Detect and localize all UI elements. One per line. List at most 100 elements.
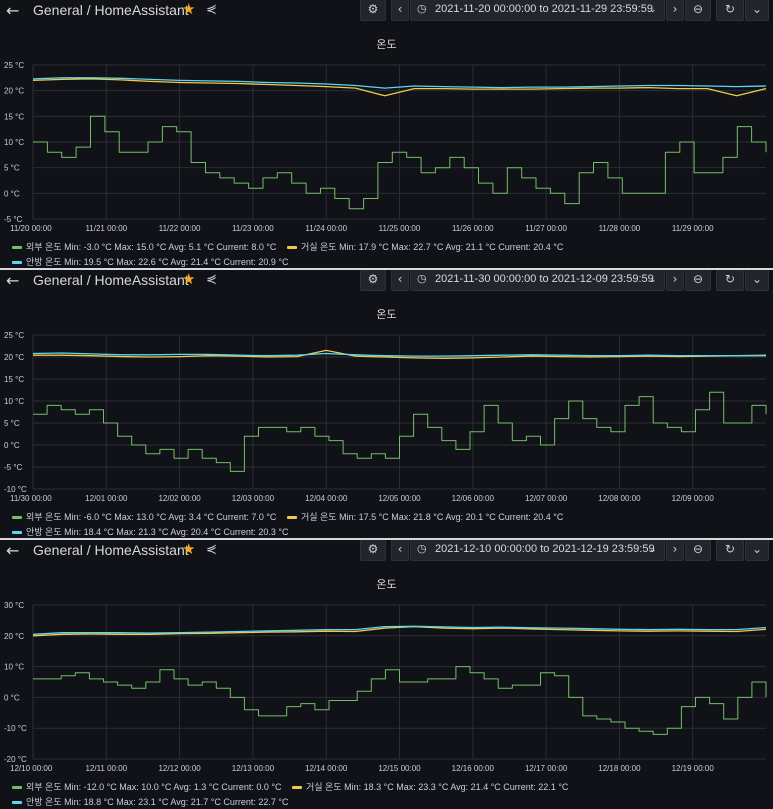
- series-line-outdoor[interactable]: [33, 115, 767, 210]
- time-back-button[interactable]: ‹: [391, 540, 409, 561]
- x-tick-label: 11/25 00:00: [379, 224, 421, 233]
- x-tick-label: 11/30 00:00: [10, 494, 52, 503]
- zoom-out-button[interactable]: ⊖: [685, 540, 711, 561]
- time-forward-button[interactable]: ›: [666, 270, 684, 291]
- settings-button[interactable]: ⚙: [360, 0, 386, 21]
- legend-item-living[interactable]: 거실 온도 Min: 17.9 °C Max: 22.7 °C Avg: 21.…: [286, 240, 564, 253]
- top-navbar: ← General / HomeAssistant ★ ⋞ ⚙ ‹ ◷ 2021…: [0, 270, 773, 292]
- panel-title[interactable]: 온도: [376, 308, 397, 321]
- y-tick-label: 15 °C: [4, 112, 24, 121]
- breadcrumb[interactable]: General / HomeAssistant: [33, 2, 189, 18]
- panel-divider: [0, 268, 773, 270]
- legend-item-bedroom[interactable]: 안방 온도 Min: 18.8 °C Max: 23.1 °C Avg: 21.…: [12, 795, 288, 808]
- temperature-line-chart[interactable]: 25 °C 20 °C 15 °C 10 °C 5 °C 0 °C -5 °C11/20 0…: [0, 55, 773, 240]
- y-tick-label: 25 °C: [4, 331, 24, 340]
- legend-swatch: [286, 246, 297, 250]
- share-icon[interactable]: ⋞: [206, 2, 217, 17]
- legend-item-bedroom[interactable]: 안방 온도 Min: 19.5 °C Max: 22.6 °C Avg: 21.…: [12, 255, 288, 268]
- legend-text: 거실 온도 Min: 17.5 °C Max: 21.8 °C Avg: 20.…: [300, 512, 564, 522]
- legend-text: 외부 온도 Min: -3.0 °C Max: 15.0 °C Avg: 5.1…: [26, 242, 277, 252]
- star-icon[interactable]: ★: [182, 0, 196, 18]
- temperature-line-chart[interactable]: 25 °C20 °C15 °C10 °C5 °C0 °C-5 °C-10 °C1…: [0, 325, 773, 510]
- time-back-button[interactable]: ‹: [391, 270, 409, 291]
- legend-swatch: [12, 516, 22, 520]
- clock-icon: ◷: [417, 273, 427, 285]
- legend-text: 외부 온도 Min: -6.0 °C Max: 13.0 °C Avg: 3.4…: [26, 512, 277, 522]
- zoom-out-button[interactable]: ⊖: [685, 270, 711, 291]
- refresh-button[interactable]: ↻: [716, 270, 744, 291]
- settings-button[interactable]: ⚙: [360, 270, 386, 291]
- time-range-picker[interactable]: ◷ 2021-12-10 00:00:00 to 2021-12-19 23:5…: [410, 540, 665, 561]
- x-tick-label: 12/08 00:00: [598, 494, 641, 503]
- chevron-right-icon: ›: [672, 272, 678, 286]
- time-back-button[interactable]: ‹: [391, 0, 409, 21]
- x-tick-label: 11/22 00:00: [159, 224, 201, 233]
- series-line-living[interactable]: [33, 349, 767, 359]
- panel-title[interactable]: 온도: [376, 38, 397, 51]
- refresh-interval-dropdown[interactable]: ⌄: [745, 0, 769, 21]
- top-navbar: ← General / HomeAssistant ★ ⋞ ⚙ ‹ ◷ 2021…: [0, 0, 773, 22]
- time-range-picker[interactable]: ◷ 2021-11-20 00:00:00 to 2021-11-29 23:5…: [410, 0, 665, 21]
- gear-icon: ⚙: [367, 2, 379, 16]
- share-icon[interactable]: ⋞: [206, 272, 217, 287]
- legend-item-outdoor[interactable]: 외부 온도 Min: -12.0 °C Max: 10.0 °C Avg: 1.…: [12, 780, 281, 793]
- refresh-icon: ↻: [724, 542, 736, 556]
- series-line-outdoor[interactable]: [33, 391, 767, 472]
- refresh-button[interactable]: ↻: [716, 0, 744, 21]
- time-range-picker[interactable]: ◷ 2021-11-30 00:00:00 to 2021-12-09 23:5…: [410, 270, 665, 291]
- x-tick-label: 12/10 00:00: [10, 764, 53, 773]
- legend-item-outdoor[interactable]: 외부 온도 Min: -3.0 °C Max: 15.0 °C Avg: 5.1…: [12, 240, 276, 253]
- series-line-living[interactable]: [32, 78, 767, 97]
- share-icon[interactable]: ⋞: [206, 542, 217, 557]
- series-line-bedroom[interactable]: [32, 77, 767, 89]
- panel-divider: [0, 538, 773, 540]
- legend-item-living[interactable]: 거실 온도 Min: 18.3 °C Max: 23.3 °C Avg: 21.…: [291, 780, 569, 793]
- temperature-line-chart[interactable]: 30 °C 20 °C 10 °C 0 °C -10 °C -20 °C12/10 00:…: [0, 595, 773, 780]
- legend-text: 거실 온도 Min: 17.9 °C Max: 22.7 °C Avg: 21.…: [300, 242, 564, 252]
- legend-item-living[interactable]: 거실 온도 Min: 17.5 °C Max: 21.8 °C Avg: 20.…: [286, 510, 564, 523]
- chevron-down-icon: ⌄: [649, 274, 657, 284]
- legend-text: 안방 온도 Min: 18.8 °C Max: 23.1 °C Avg: 21.…: [26, 797, 289, 807]
- panel-title[interactable]: 온도: [376, 578, 397, 591]
- series-line-bedroom[interactable]: [32, 352, 766, 357]
- series-line-living[interactable]: [32, 625, 767, 637]
- refresh-icon: ↻: [724, 2, 736, 16]
- refresh-icon: ↻: [724, 272, 736, 286]
- x-tick-label: 12/07 00:00: [525, 494, 568, 503]
- dashboard-panel-2: ← General / HomeAssistant ★ ⋞ ⚙ ‹ ◷ 2021…: [0, 270, 773, 538]
- refresh-interval-dropdown[interactable]: ⌄: [745, 270, 769, 291]
- breadcrumb[interactable]: General / HomeAssistant: [33, 272, 189, 288]
- back-arrow-icon[interactable]: ←: [6, 541, 20, 560]
- legend-row-2: 안방 온도 Min: 18.4 °C Max: 21.3 °C Avg: 20.…: [12, 525, 571, 538]
- series-line-outdoor[interactable]: [33, 666, 767, 735]
- chart-legend: 외부 온도 Min: -3.0 °C Max: 15.0 °C Avg: 5.1…: [12, 240, 571, 268]
- refresh-interval-dropdown[interactable]: ⌄: [745, 540, 769, 561]
- chevron-right-icon: ›: [672, 2, 678, 16]
- x-tick-label: 12/11 00:00: [85, 764, 127, 773]
- y-tick-label: -5 °C: [4, 463, 23, 472]
- zoom-out-button[interactable]: ⊖: [685, 0, 711, 21]
- breadcrumb[interactable]: General / HomeAssistant: [33, 542, 189, 558]
- back-arrow-icon[interactable]: ←: [6, 271, 20, 290]
- star-icon[interactable]: ★: [182, 540, 196, 558]
- time-forward-button[interactable]: ›: [666, 0, 684, 21]
- legend-text: 거실 온도 Min: 18.3 °C Max: 23.3 °C Avg: 21.…: [305, 782, 569, 792]
- x-tick-label: 12/04 00:00: [305, 494, 348, 503]
- x-tick-label: 12/12 00:00: [158, 764, 201, 773]
- star-icon[interactable]: ★: [182, 270, 196, 288]
- refresh-button[interactable]: ↻: [716, 540, 744, 561]
- time-range-text: 2021-11-30 00:00:00 to 2021-12-09 23:59:…: [435, 273, 654, 285]
- x-tick-label: 12/17 00:00: [525, 764, 568, 773]
- legend-row-2: 안방 온도 Min: 18.8 °C Max: 23.1 °C Avg: 21.…: [12, 795, 576, 808]
- x-tick-label: 12/19 00:00: [672, 764, 715, 773]
- zoom-out-icon: ⊖: [692, 272, 704, 286]
- back-arrow-icon[interactable]: ←: [6, 1, 20, 20]
- time-forward-button[interactable]: ›: [666, 540, 684, 561]
- y-tick-label: 0 °C: [4, 693, 20, 702]
- y-tick-label: 10 °C: [4, 663, 24, 672]
- legend-item-outdoor[interactable]: 외부 온도 Min: -6.0 °C Max: 13.0 °C Avg: 3.4…: [12, 510, 276, 523]
- legend-item-bedroom[interactable]: 안방 온도 Min: 18.4 °C Max: 21.3 °C Avg: 20.…: [12, 525, 288, 538]
- legend-row-1: 외부 온도 Min: -12.0 °C Max: 10.0 °C Avg: 1.…: [12, 780, 576, 793]
- settings-button[interactable]: ⚙: [360, 540, 386, 561]
- series-line-bedroom[interactable]: [32, 625, 767, 635]
